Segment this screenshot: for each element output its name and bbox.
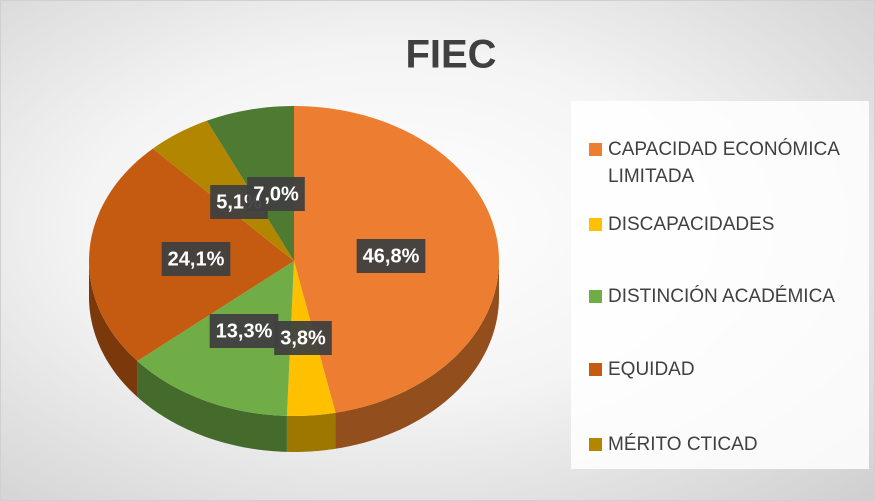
data-label-box xyxy=(247,177,305,211)
legend-label: EQUIDAD xyxy=(608,359,695,380)
legend-swatch xyxy=(589,143,602,156)
data-label: 24,1% xyxy=(161,242,231,276)
slice-side xyxy=(137,361,287,452)
data-label-text: 3,8% xyxy=(280,327,326,349)
slice-side xyxy=(89,261,138,398)
data-label-box xyxy=(161,242,231,276)
legend-entry: DISCAPACIDADES xyxy=(589,211,869,238)
legend-swatch xyxy=(589,363,602,376)
data-label: 7,0% xyxy=(247,177,305,211)
legend-label: DISCAPACIDADES xyxy=(608,214,775,235)
slice-side xyxy=(335,261,499,449)
legend-swatch xyxy=(589,438,602,451)
data-label-text: 24,1% xyxy=(168,248,225,270)
data-label-box xyxy=(209,314,279,348)
legend-entry: MÉRITO CTICAD xyxy=(589,431,869,458)
data-label: 46,8% xyxy=(356,239,426,273)
legend-entry: EQUIDAD xyxy=(589,356,869,383)
legend-label: MÉRITO CTICAD xyxy=(608,434,758,455)
legend-swatch xyxy=(589,290,602,303)
legend-entry: DISTINCIÓN ACADÉMICA xyxy=(589,283,869,310)
data-label-text: 7,0% xyxy=(253,183,299,205)
data-label: 13,3% xyxy=(209,314,279,348)
data-label-text: 13,3% xyxy=(216,320,273,342)
chart-title: FIEC xyxy=(405,33,496,77)
legend-label: CAPACIDAD ECONÓMICA LIMITADA xyxy=(608,139,839,187)
legend: CAPACIDAD ECONÓMICA LIMITADA DISCAPACIDAD… xyxy=(571,101,869,469)
legend-swatch xyxy=(589,218,602,231)
legend-entry: CAPACIDAD ECONÓMICA LIMITADA xyxy=(589,136,869,190)
data-label-text: 46,8% xyxy=(363,245,420,267)
data-label-box xyxy=(274,321,332,355)
legend-label: DISTINCIÓN ACADÉMICA xyxy=(608,286,835,307)
data-label-box xyxy=(356,239,426,273)
data-label: 3,8% xyxy=(274,321,332,355)
slice-side xyxy=(286,412,336,452)
